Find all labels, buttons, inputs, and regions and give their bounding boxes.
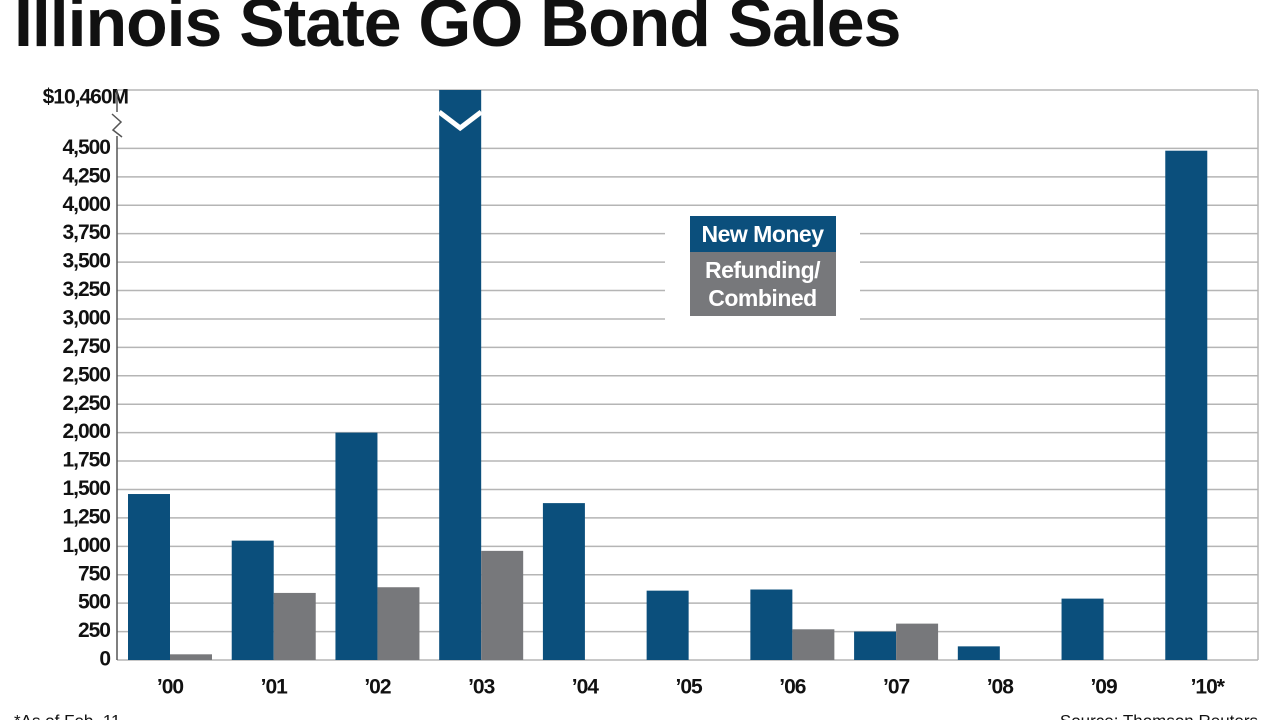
bar [750,589,793,660]
bar [646,590,689,660]
y-tick-label: 2,250 [62,392,110,415]
y-tick-label: 0 [99,648,110,671]
x-tick-label: ’05 [676,676,704,699]
x-tick-label: ’08 [987,676,1015,699]
x-tick-label: ’02 [364,676,391,699]
y-tick-label: 1,250 [62,505,110,528]
bar [377,587,420,660]
legend-entry: New Money [689,216,836,252]
bar [792,629,835,660]
y-tick-label: 2,000 [62,420,110,443]
bar [854,631,897,660]
bar [542,503,585,660]
x-tick-label: ’07 [883,676,910,699]
y-tick-label: 250 [78,619,110,642]
bar [481,550,524,660]
bar [273,592,316,660]
y-tick-label: 4,000 [62,193,110,216]
chart-title: Illinois State GO Bond Sales [14,0,900,61]
bar [896,623,939,660]
y-tick-label: 4,500 [62,136,110,159]
grid [117,89,1258,661]
axis-break [111,113,123,138]
bar [128,494,170,660]
source: Source: Thomson Reuters [1060,711,1258,720]
x-tick-label: ’09 [1090,676,1117,699]
x-tick-label: ’03 [468,676,495,699]
y-tick-label: $10,460M [43,86,129,109]
bar [1061,598,1104,660]
y-tick-label: 3,250 [62,278,110,301]
y-tick-label: 1,500 [62,477,110,500]
y-tick-label: 4,250 [62,164,110,187]
y-tick-label: 3,000 [62,306,110,329]
x-tick-label: ’00 [157,676,184,699]
bar [957,646,1000,660]
y-tick-label: 2,750 [62,335,110,358]
bar [335,432,378,660]
bar [1165,150,1208,660]
y-tick-label: 1,750 [62,449,110,472]
y-tick-label: 750 [78,562,110,585]
x-tick-label: ’10* [1191,676,1226,699]
x-tick-label: ’01 [261,676,289,699]
legend: New Money Refunding/ Combined [665,210,860,322]
bar [170,654,212,660]
bar [439,90,482,660]
y-tick-label: 500 [78,591,110,614]
y-tick-label: 1,000 [62,534,110,557]
bar-break [437,110,483,132]
legend-entry: Refunding/ Combined [689,252,836,316]
x-tick-label: ’04 [572,676,600,699]
y-tick-label: 2,500 [62,363,110,386]
footnote: *As of Feb. 11 [14,711,120,720]
x-tick-label: ’06 [779,676,806,699]
y-tick-label: 3,750 [62,221,110,244]
y-tick-label: 3,500 [62,250,110,273]
bar [231,540,274,660]
